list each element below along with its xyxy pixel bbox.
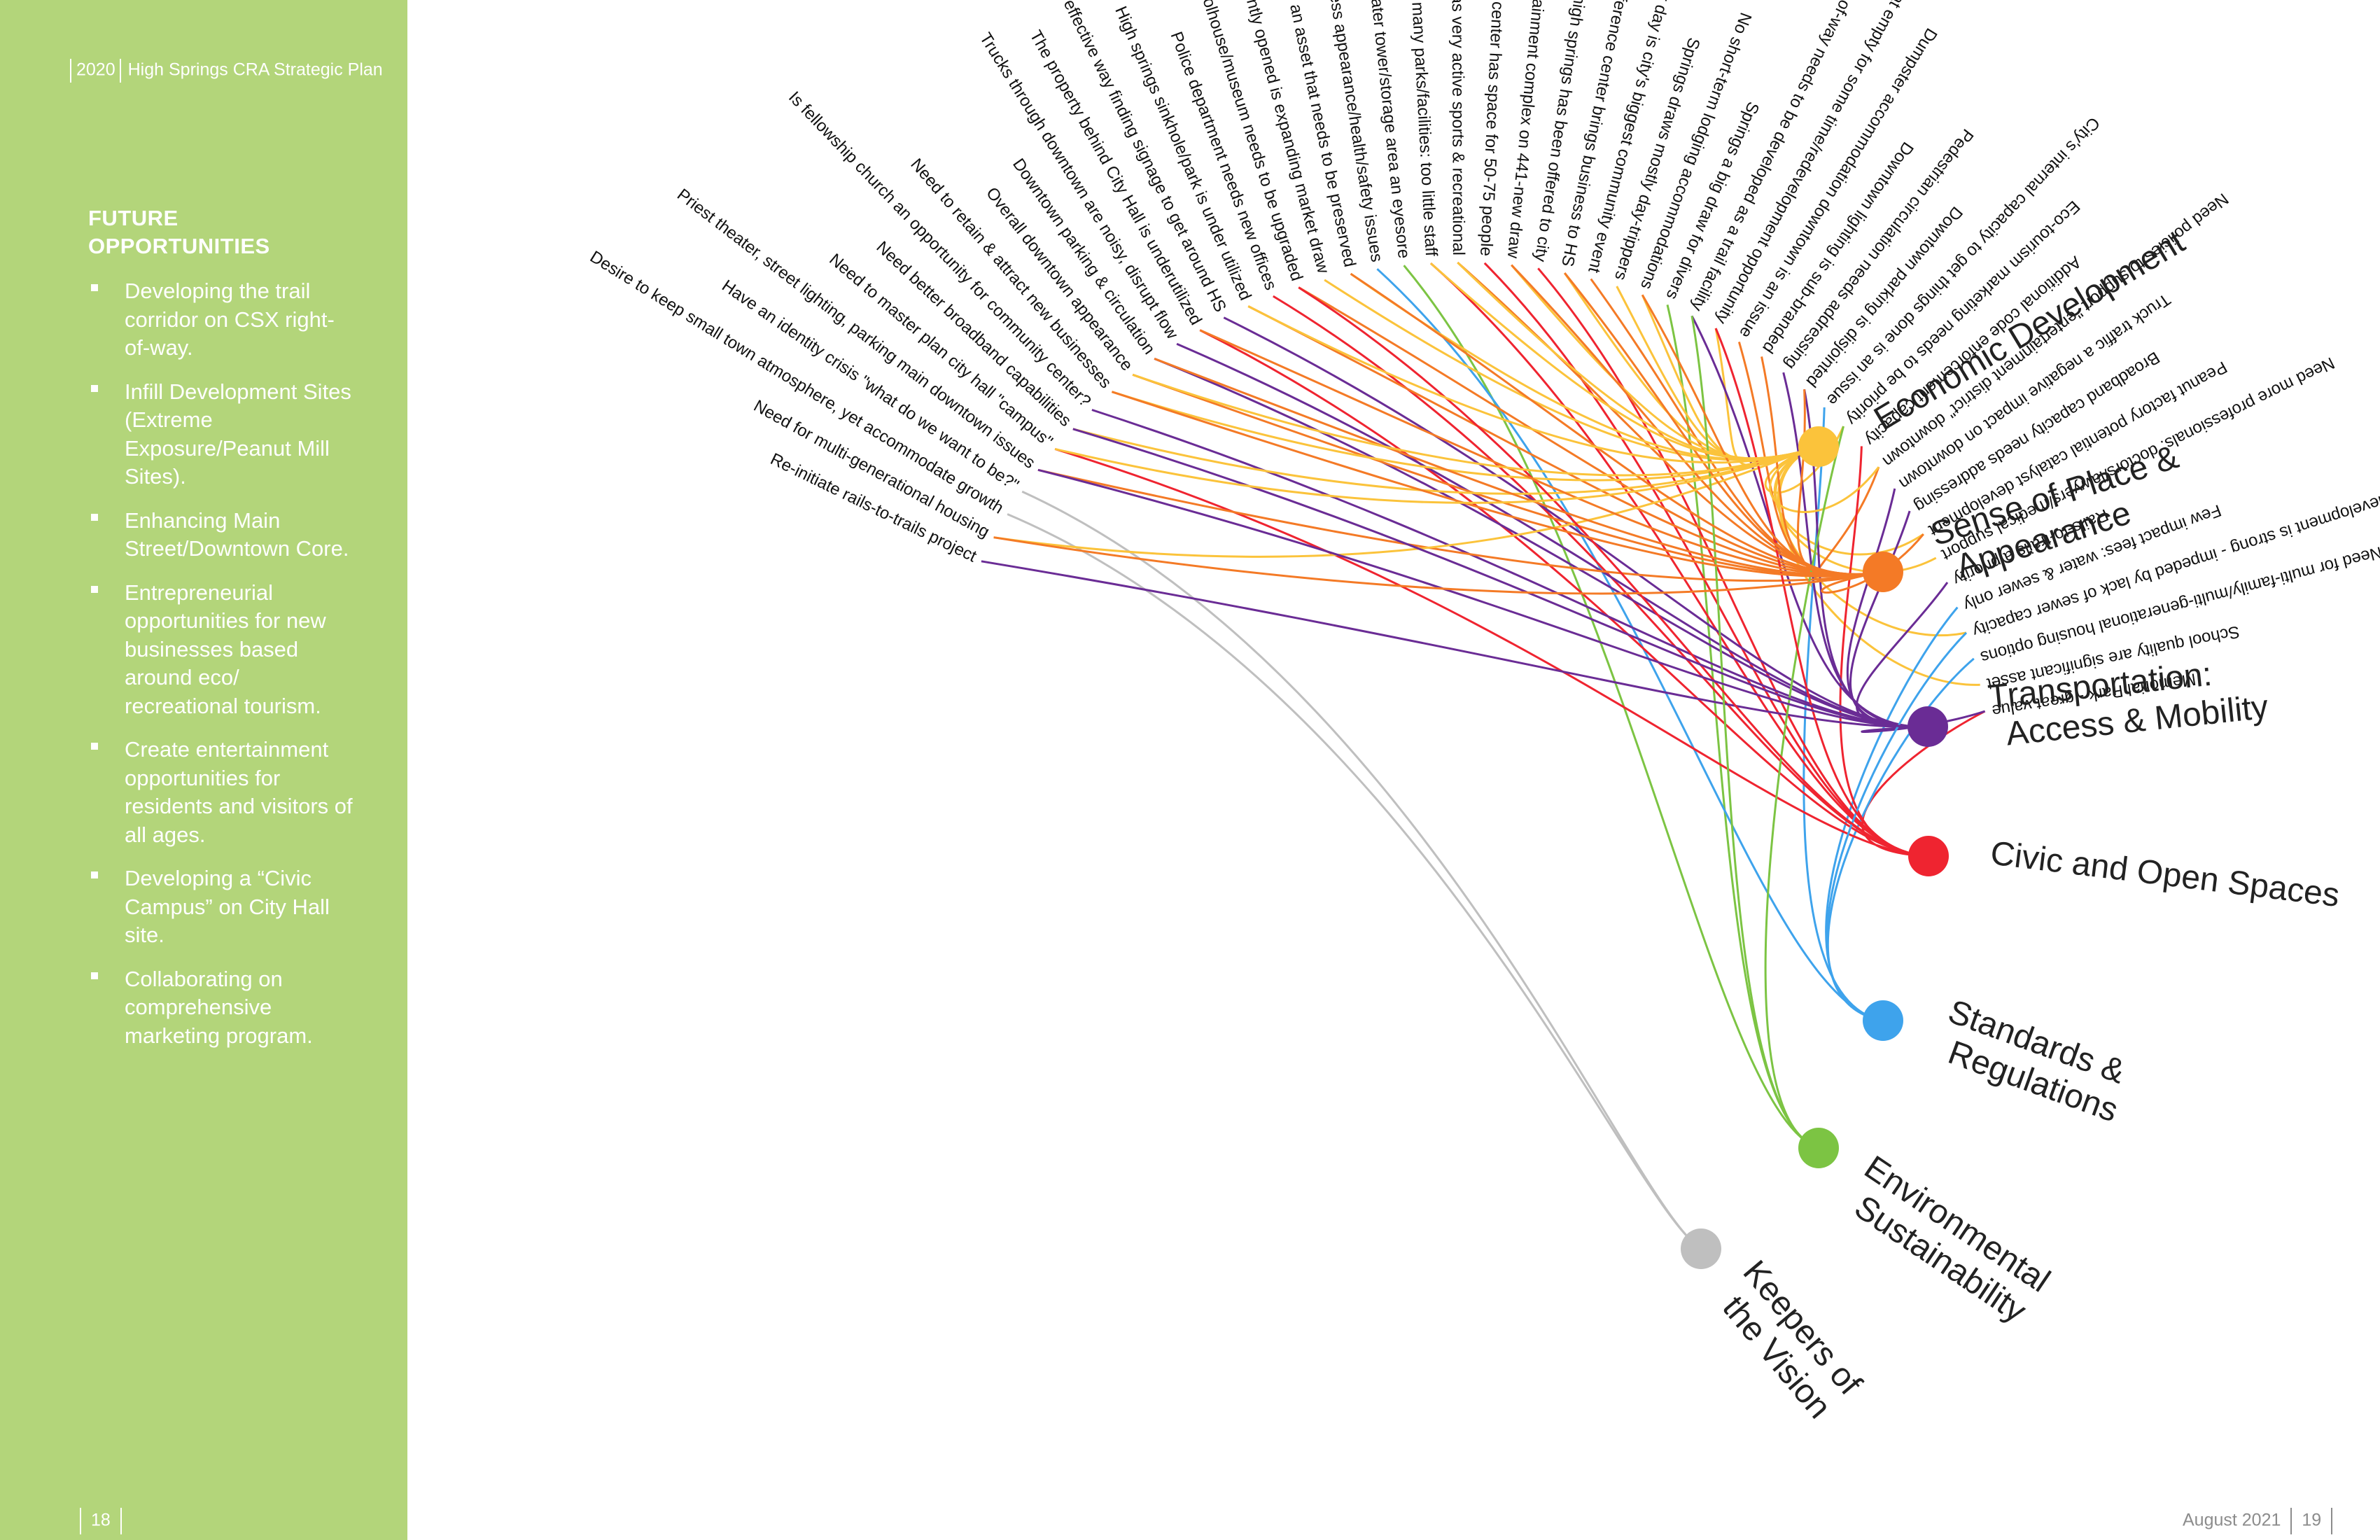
- document-header: 2020 High Springs CRA Strategic Plan: [70, 59, 383, 83]
- page-number-divider: [80, 1508, 81, 1534]
- connection-line: [1839, 446, 1929, 858]
- connection-line: [1298, 286, 1929, 858]
- page-number-divider: [120, 1508, 122, 1534]
- list-item: Infill Development Sites (Extreme Exposu…: [88, 378, 354, 491]
- connection-line: [1690, 316, 1819, 1149]
- footer-date: August 2021: [2183, 1510, 2281, 1530]
- category-label-env: EnvironmentalSustainability: [1836, 1149, 2057, 1331]
- category-node-env: [1798, 1128, 1839, 1168]
- list-item: Create entertainment opportunities for r…: [88, 736, 354, 849]
- connection-line: [1037, 468, 1884, 582]
- connection-line: [1861, 710, 1986, 858]
- connection-line: [993, 536, 1884, 595]
- connection-line: [1154, 357, 1884, 577]
- connection-line: [1714, 328, 1929, 858]
- connection-line: [1199, 329, 1929, 858]
- connection-line: [1021, 490, 1702, 1250]
- connection-line: [1797, 389, 1884, 578]
- page-number: 18: [91, 1510, 111, 1530]
- category-node-place: [1863, 552, 1903, 592]
- connection-line: [1132, 373, 1819, 477]
- list-item: Entrepreneurial opportunities for new bu…: [88, 579, 354, 721]
- diagram-links: [981, 261, 1986, 1250]
- list-item: Collaborating on comprehensive marketing…: [88, 965, 354, 1051]
- page-number-divider: [2290, 1508, 2292, 1534]
- connection-line: [1054, 445, 1819, 504]
- category-label-stand: Standards &Regulations: [1930, 993, 2136, 1130]
- connection-line: [981, 560, 1928, 729]
- connection-line: [1007, 513, 1702, 1250]
- category-label-line: Civic and Open Spaces: [1989, 834, 2342, 914]
- header-title: High Springs CRA Strategic Plan: [127, 59, 383, 80]
- category-node-stand: [1863, 1000, 1903, 1041]
- section-title: FUTURE OPPORTUNITIES: [88, 206, 270, 258]
- connection-line: [1846, 488, 1928, 728]
- page-number: 19: [2302, 1510, 2322, 1530]
- connection-line: [1429, 262, 1929, 858]
- category-node-civic: [1908, 836, 1949, 876]
- connection-line: [1072, 428, 1928, 728]
- list-item: Enhancing Main Street/Downtown Core.: [88, 507, 354, 564]
- category-node-trans: [1907, 706, 1948, 747]
- category-label-keep: Keepers ofthe Vision: [1706, 1254, 1868, 1427]
- connection-line: [1037, 468, 1928, 728]
- connection-line: [1856, 582, 1949, 729]
- connection-line: [1861, 710, 1986, 733]
- connection-line: [1825, 606, 1959, 1022]
- connection-line: [1764, 426, 1844, 1149]
- connection-line: [1376, 268, 1884, 1022]
- header-year: 2020: [76, 59, 115, 80]
- connection-line: [1826, 631, 1968, 1022]
- connection-line: [1802, 407, 1884, 1022]
- item-label: Too many parks/facilities: too little st…: [1406, 0, 1441, 257]
- category-nodes: [1681, 426, 1949, 1269]
- header-divider: [119, 59, 121, 83]
- category-node-econ: [1798, 426, 1839, 467]
- category-label-civic: Civic and Open Spaces: [1989, 834, 2342, 914]
- connection-line: [1054, 447, 1929, 858]
- page-number-left: 18: [70, 1508, 132, 1534]
- connection-line: [1154, 358, 1928, 728]
- connection-line: [1111, 391, 1884, 578]
- connection-line: [1350, 272, 1884, 576]
- list-item: Developing a “Civic Campus” on City Hall…: [88, 864, 354, 950]
- connection-line: [1590, 278, 1884, 576]
- category-node-keep: [1681, 1228, 1721, 1269]
- item-label: High springs has very active sports & re…: [1448, 0, 1468, 255]
- connection-line: [1690, 315, 1928, 728]
- connection-line: [1769, 445, 1880, 514]
- opportunities-list: Developing the trail corridor on CSX rig…: [88, 277, 354, 1065]
- header-divider: [70, 59, 71, 83]
- connection-line: [1247, 305, 1819, 464]
- page-number-divider: [2331, 1508, 2333, 1534]
- connection-line: [1223, 316, 1928, 728]
- page-footer-right: August 2021 19: [2183, 1508, 2342, 1534]
- connection-line: [1199, 329, 1884, 577]
- connection-line: [993, 445, 1819, 558]
- list-item: Developing the trail corridor on CSX rig…: [88, 277, 354, 363]
- sidebar: 2020 High Springs CRA Strategic Plan FUTU…: [0, 0, 407, 1540]
